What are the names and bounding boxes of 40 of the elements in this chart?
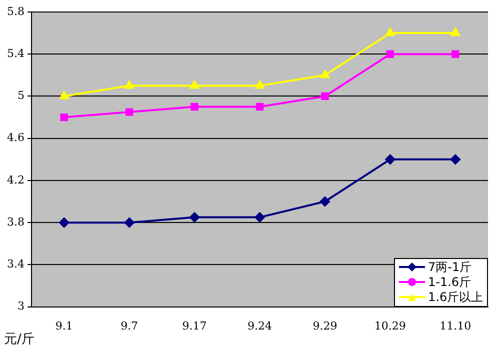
point — [321, 92, 329, 100]
point — [450, 28, 460, 36]
point — [385, 154, 396, 164]
y-axis-title: 元/斤 — [4, 331, 34, 348]
y-tick-label: 4.2 — [6, 173, 24, 186]
y-tick-label: 3.4 — [6, 258, 24, 271]
legend-label: 7两-1斤 — [428, 258, 472, 276]
point — [124, 80, 134, 89]
point — [320, 196, 330, 207]
point — [190, 80, 199, 89]
x-tick-label: 9.17 — [182, 319, 207, 332]
point — [256, 102, 264, 111]
point — [386, 28, 395, 36]
point — [320, 70, 330, 78]
x-tick-label: 9.24 — [247, 319, 272, 332]
x-tick-label: 11.10 — [440, 319, 472, 332]
x-tick-label: 9.29 — [312, 319, 338, 332]
point — [254, 212, 265, 222]
y-tick-label: 3.8 — [6, 215, 24, 228]
legend-label: 1.6斤以上 — [428, 288, 484, 306]
point — [60, 113, 68, 122]
point — [124, 218, 134, 228]
x-tick-label: 9.1 — [55, 319, 73, 332]
y-tick-label: 5 — [17, 89, 24, 102]
point — [450, 154, 460, 164]
y-tick-label: 5.4 — [6, 46, 24, 60]
point — [386, 50, 394, 58]
y-tick-label: 5.8 — [6, 4, 24, 18]
point — [60, 91, 69, 100]
point — [125, 108, 134, 116]
legend-label: 1-1.6斤 — [428, 274, 472, 291]
point — [59, 218, 70, 228]
point — [190, 212, 200, 222]
x-tick-label: 9.7 — [120, 319, 138, 332]
point — [255, 80, 264, 89]
point — [190, 102, 198, 111]
point — [452, 50, 460, 58]
x-tick-label: 10.29 — [374, 319, 406, 332]
y-tick-label: 3 — [17, 300, 24, 313]
y-tick-label: 4.6 — [6, 131, 24, 144]
